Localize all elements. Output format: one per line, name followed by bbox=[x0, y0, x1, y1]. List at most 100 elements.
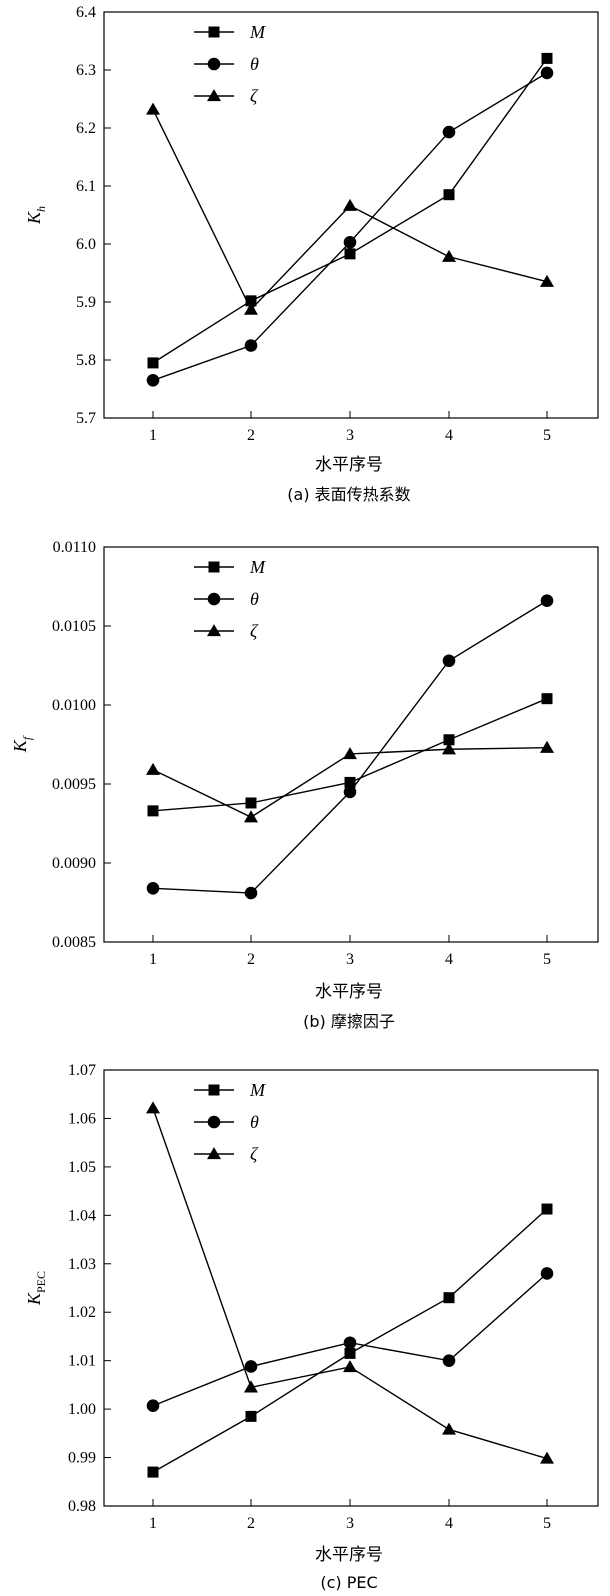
legend-item: M bbox=[194, 557, 266, 577]
y-tick-label: 6.3 bbox=[76, 62, 96, 79]
y-axis-label-main: K bbox=[24, 1292, 44, 1306]
x-axis-label: 水平序号 bbox=[315, 455, 383, 475]
triangle-marker bbox=[146, 102, 160, 115]
series-line bbox=[152, 72, 548, 381]
triangle-marker bbox=[146, 762, 160, 775]
triangle-marker bbox=[442, 1422, 456, 1435]
legend-circle-marker bbox=[207, 592, 221, 606]
legend-square-marker bbox=[208, 561, 220, 573]
circle-marker bbox=[442, 654, 456, 668]
legend-item: θ bbox=[194, 1112, 259, 1132]
x-tick-label: 3 bbox=[346, 951, 354, 968]
triangle-marker bbox=[540, 740, 554, 753]
square-marker bbox=[443, 189, 455, 201]
legend-item: ζ bbox=[194, 1144, 259, 1164]
y-tick-label: 0.0110 bbox=[53, 539, 96, 556]
series-circle bbox=[146, 594, 554, 900]
chart-caption: (a) 表面传热系数 bbox=[287, 485, 410, 504]
square-marker bbox=[245, 797, 257, 809]
circle-marker bbox=[343, 1336, 357, 1350]
y-tick-label: 5.7 bbox=[76, 410, 96, 427]
x-tick-label: 4 bbox=[445, 427, 453, 444]
square-marker bbox=[245, 1410, 257, 1422]
circle-marker bbox=[442, 1354, 456, 1367]
series-square bbox=[147, 52, 553, 369]
circle-marker bbox=[146, 1399, 160, 1413]
y-axis-label-sub: PEC bbox=[34, 1271, 48, 1293]
triangle-marker bbox=[146, 1101, 160, 1114]
square-marker bbox=[443, 734, 455, 746]
x-tick-label: 1 bbox=[149, 951, 157, 968]
series-triangle bbox=[146, 740, 554, 823]
legend-item: θ bbox=[194, 589, 259, 609]
circle-marker bbox=[244, 1360, 258, 1373]
triangle-marker bbox=[540, 274, 554, 287]
triangle-marker bbox=[442, 742, 456, 755]
series-triangle bbox=[146, 102, 554, 315]
y-tick-label: 6.4 bbox=[76, 4, 96, 21]
y-tick-label: 6.1 bbox=[76, 178, 96, 195]
chart-caption: (c) PEC bbox=[320, 1573, 377, 1592]
y-tick-label: 1.02 bbox=[68, 1304, 96, 1321]
y-tick-label: 0.0090 bbox=[52, 855, 96, 872]
y-tick-label: 6.2 bbox=[76, 120, 96, 137]
y-axis-label-sub: f bbox=[20, 735, 34, 740]
legend-circle-marker bbox=[207, 1115, 221, 1129]
x-tick-label: 2 bbox=[247, 1515, 255, 1532]
square-marker bbox=[541, 52, 553, 64]
legend-item: θ bbox=[194, 54, 259, 74]
legend: Mθζ bbox=[194, 22, 266, 106]
y-axis-label: KPEC bbox=[24, 1271, 48, 1306]
legend-item: ζ bbox=[194, 621, 259, 641]
legend-square-marker bbox=[208, 1084, 220, 1096]
legend-label: M bbox=[249, 1080, 266, 1100]
legend-item: M bbox=[194, 22, 266, 42]
y-tick-label: 1.00 bbox=[68, 1401, 96, 1418]
legend-item: ζ bbox=[194, 86, 259, 106]
y-tick-label: 1.05 bbox=[68, 1159, 96, 1176]
y-tick-label: 0.99 bbox=[68, 1450, 96, 1467]
triangle-marker bbox=[244, 1380, 258, 1393]
x-axis-label: 水平序号 bbox=[315, 982, 383, 1002]
y-tick-label: 0.0095 bbox=[52, 776, 96, 793]
y-axis-label-main: K bbox=[24, 211, 44, 225]
circle-marker bbox=[540, 1267, 554, 1280]
x-tick-label: 3 bbox=[346, 1515, 354, 1532]
legend-circle-marker bbox=[207, 57, 221, 71]
series-circle bbox=[146, 1267, 554, 1413]
y-axis-label-sub: h bbox=[34, 206, 48, 212]
legend-triangle-marker bbox=[207, 1147, 221, 1160]
y-tick-label: 0.0085 bbox=[52, 934, 96, 951]
square-marker bbox=[147, 1466, 159, 1478]
y-axis-label: Kh bbox=[24, 206, 48, 225]
triangle-marker bbox=[244, 302, 258, 315]
series-circle bbox=[146, 66, 554, 387]
legend-label: M bbox=[249, 22, 266, 42]
y-axis-label-main: K bbox=[10, 739, 30, 753]
y-tick-label: 1.06 bbox=[68, 1110, 96, 1127]
triangle-marker bbox=[343, 747, 357, 760]
y-tick-label: 1.01 bbox=[68, 1353, 96, 1370]
square-marker bbox=[541, 693, 553, 705]
y-tick-label: 1.04 bbox=[68, 1207, 96, 1224]
circle-marker bbox=[540, 66, 554, 80]
square-marker bbox=[147, 357, 159, 369]
plot-area bbox=[103, 11, 599, 419]
circle-marker bbox=[343, 785, 357, 799]
y-tick-label: 6.0 bbox=[76, 236, 96, 253]
square-marker bbox=[541, 1203, 553, 1215]
plot-area bbox=[103, 546, 599, 943]
square-marker bbox=[344, 248, 356, 260]
chart-panel-3: 0.98 0.99 1.00 1.01 1.02 1.03 1.04 1.05 1.06 1.07… bbox=[24, 1062, 599, 1592]
x-tick-label: 2 bbox=[247, 427, 255, 444]
x-tick-label: 4 bbox=[445, 951, 453, 968]
circle-marker bbox=[146, 374, 160, 387]
x-tick-label: 1 bbox=[149, 1515, 157, 1532]
x-tick-label: 4 bbox=[445, 1515, 453, 1532]
series-square bbox=[147, 693, 553, 817]
x-tick-label: 5 bbox=[543, 1515, 551, 1532]
circle-marker bbox=[146, 881, 160, 895]
x-axis-label: 水平序号 bbox=[315, 1545, 383, 1565]
legend-label: ζ bbox=[250, 1144, 259, 1164]
square-marker bbox=[443, 1292, 455, 1304]
